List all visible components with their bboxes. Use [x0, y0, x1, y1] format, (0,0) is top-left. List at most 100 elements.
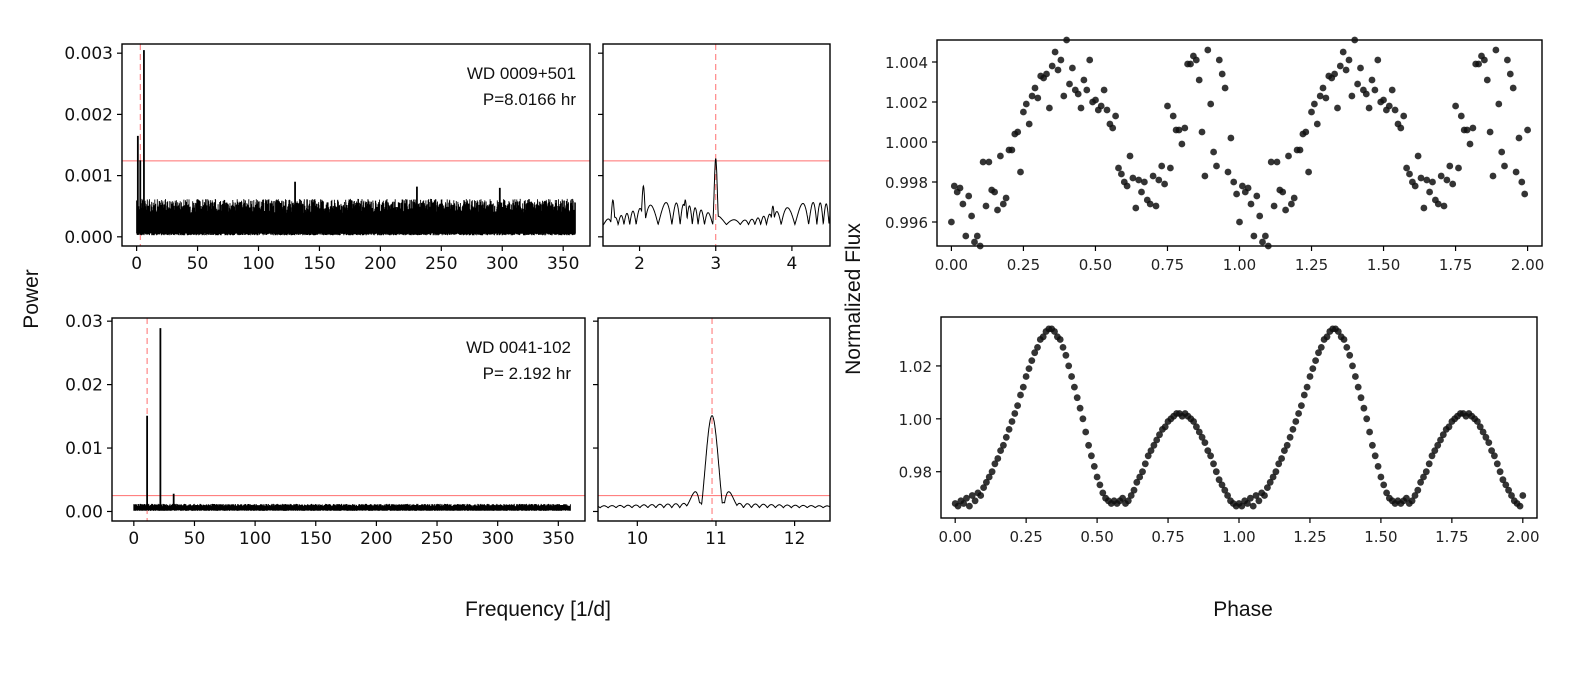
data-point — [1059, 344, 1067, 351]
data-point — [994, 455, 1002, 462]
data-point — [1083, 86, 1091, 94]
data-point — [1340, 336, 1348, 343]
data-point — [1210, 148, 1217, 156]
data-point — [1397, 124, 1405, 132]
data-point — [1218, 70, 1226, 78]
data-point — [1488, 447, 1495, 454]
lightcurve-wd0041: 0.00 0.25 0.50 0.75 1.00 1.25 1.50 1.75 2.00 0.98… — [899, 316, 1540, 546]
data-point — [1357, 64, 1364, 72]
data-point — [968, 492, 976, 499]
data-point — [1014, 402, 1021, 409]
data-point — [1250, 232, 1258, 240]
data-point — [1204, 46, 1212, 54]
data-point — [1492, 46, 1500, 54]
data-point — [1149, 172, 1157, 180]
data-point — [1457, 112, 1465, 120]
data-point — [985, 473, 993, 481]
data-point — [1201, 439, 1209, 446]
data-point — [1292, 418, 1300, 425]
data-point — [1011, 410, 1019, 417]
plot-frame — [121, 43, 591, 247]
data-point — [1039, 333, 1047, 341]
x-tick-label: 2 — [634, 254, 645, 274]
data-point — [1282, 206, 1289, 214]
y-tick-label: 1.00 — [899, 411, 932, 429]
data-point — [1210, 460, 1217, 468]
data-point — [1022, 373, 1030, 380]
x-tick-label: 350 — [542, 529, 574, 549]
data-point — [1481, 56, 1488, 64]
data-point — [1178, 140, 1186, 148]
data-point — [1124, 497, 1132, 505]
data-point — [1161, 180, 1168, 188]
periodogram-wd0041-full: 0 50 100 150 200 250 300 350 0.00 0.01 0.02 0.03 WD … — [65, 312, 586, 549]
data-point — [1158, 162, 1166, 170]
data-point — [1286, 433, 1294, 441]
data-point — [988, 468, 996, 476]
data-point — [994, 206, 1001, 214]
data-point — [1071, 383, 1078, 391]
data-point — [1195, 428, 1203, 436]
data-point — [1076, 404, 1084, 412]
data-point — [1161, 423, 1169, 431]
data-point — [1014, 128, 1022, 136]
data-point — [1414, 486, 1422, 494]
data-point — [1181, 124, 1189, 132]
power-spectrum — [133, 503, 571, 511]
data-point — [1311, 100, 1318, 108]
data-point — [1130, 486, 1138, 494]
data-point — [965, 192, 973, 200]
data-point — [1112, 112, 1119, 120]
y-tick-label: 0.996 — [885, 214, 928, 232]
data-point — [1501, 162, 1508, 170]
data-point — [1278, 455, 1285, 462]
data-point — [1439, 431, 1447, 439]
data-point — [1302, 128, 1310, 136]
data-point — [1428, 452, 1436, 460]
data-point — [1054, 66, 1062, 74]
data-point — [1069, 64, 1076, 72]
data-point — [966, 502, 973, 510]
data-point — [1256, 212, 1264, 220]
data-point — [1479, 428, 1487, 436]
data-point — [1498, 148, 1506, 156]
data-point — [1175, 126, 1183, 134]
data-point — [1252, 492, 1260, 499]
data-point — [1046, 104, 1053, 112]
x-tick-label: 200 — [364, 254, 396, 274]
y-tick-label: 0.00 — [65, 502, 103, 522]
data-point — [1019, 383, 1027, 391]
data-point — [1025, 120, 1033, 128]
data-point — [976, 242, 984, 250]
data-point — [1269, 473, 1277, 481]
data-point — [1244, 184, 1252, 192]
data-point — [991, 188, 998, 196]
y-tick-label: 1.002 — [885, 94, 928, 112]
data-point — [1434, 200, 1442, 208]
data-point — [1236, 218, 1243, 226]
data-point — [1238, 502, 1246, 510]
data-point — [1388, 86, 1396, 94]
data-point — [950, 182, 958, 190]
data-point — [971, 497, 979, 505]
x-tick-label: 0.25 — [1007, 256, 1040, 274]
data-point — [1312, 357, 1319, 364]
plot-frame — [602, 43, 831, 247]
data-point — [1354, 383, 1362, 391]
x-tick-label: 10 — [627, 529, 649, 549]
data-point — [1221, 84, 1229, 92]
data-point — [1315, 349, 1322, 357]
data-point — [991, 460, 999, 468]
data-point — [1273, 158, 1281, 166]
x-tick-label: 1.50 — [1364, 528, 1397, 546]
data-point — [1090, 463, 1098, 470]
data-point — [1411, 492, 1419, 499]
data-point — [1127, 492, 1135, 499]
data-point — [1204, 447, 1212, 454]
data-point — [1524, 126, 1531, 134]
data-point — [1425, 460, 1433, 468]
data-point — [1365, 104, 1373, 112]
data-point — [1028, 92, 1036, 100]
x-tick-label: 200 — [360, 529, 392, 549]
x-tick-label: 250 — [425, 254, 457, 274]
